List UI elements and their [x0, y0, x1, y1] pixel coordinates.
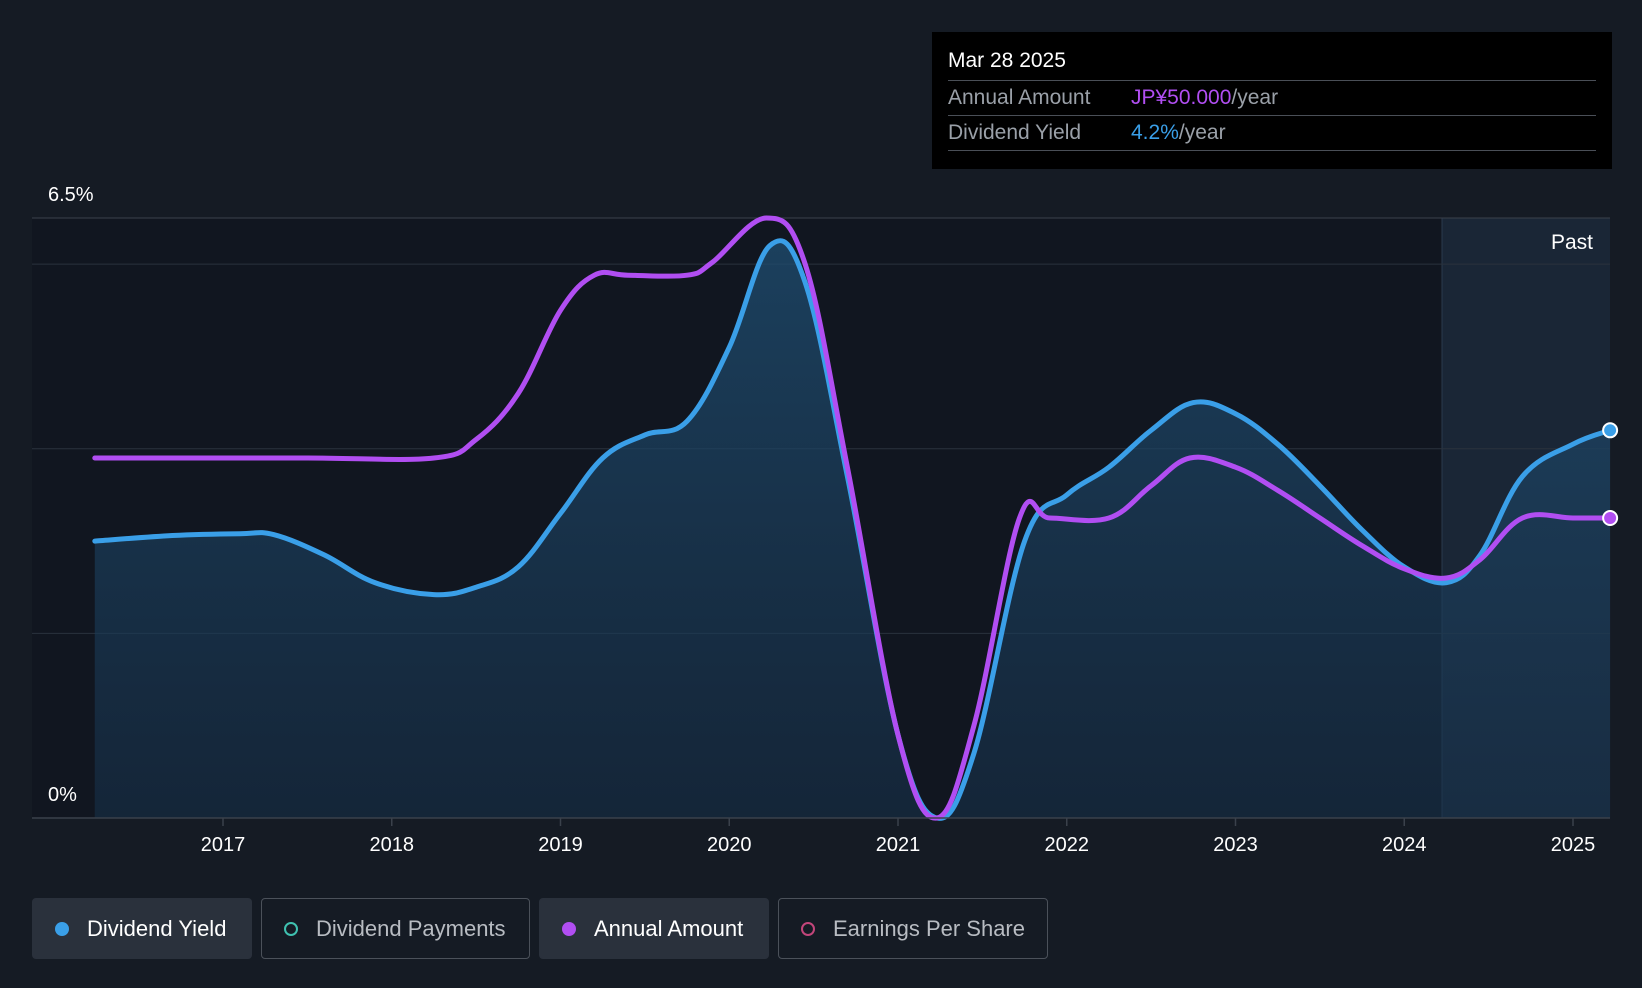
dividend-yield-end-point [1602, 422, 1619, 439]
legend-earnings-per-share[interactable]: Earnings Per Share [778, 898, 1048, 959]
x-tick-label: 2022 [1045, 834, 1090, 856]
dividend-chart: 6.5% 0% Past 2017 2018 2019 2020 2021 2022 202… [32, 184, 1619, 856]
y-axis-max-label: 6.5% [48, 184, 94, 206]
legend-dot-icon [55, 921, 69, 936]
annual-amount-end-point [1602, 510, 1619, 526]
x-tick-label: 2024 [1382, 834, 1427, 856]
dividend-yield-area [94, 240, 1611, 819]
tooltip-row-annual-amount: Annual Amount JP¥50.000 /year [948, 81, 1596, 116]
x-tick-label: 2025 [1551, 834, 1596, 856]
y-axis-min-label: 0% [48, 784, 77, 806]
legend-label: Earnings Per Share [833, 915, 1025, 941]
x-tick-label: 2023 [1213, 834, 1258, 856]
legend-ring-icon [284, 921, 298, 936]
legend-label: Annual Amount [594, 915, 744, 941]
legend: Dividend Yield Dividend Payments Annual … [32, 898, 1048, 959]
tooltip-unit: /year [1178, 121, 1226, 144]
tooltip-key: Dividend Yield [948, 121, 1082, 144]
tooltip: Mar 28 2025 Annual Amount JP¥50.000 /yea… [932, 32, 1612, 169]
x-tick-label: 2018 [370, 834, 415, 856]
tooltip-row-dividend-yield: Dividend Yield 4.2% /year [948, 116, 1596, 151]
tooltip-key: Annual Amount [948, 86, 1091, 109]
legend-ring-icon [801, 921, 815, 936]
x-tick-label: 2020 [707, 834, 752, 856]
past-label: Past [1551, 231, 1593, 254]
x-tick-label: 2021 [876, 834, 921, 856]
tooltip-dividend-yield-value: 4.2% [1131, 121, 1179, 144]
x-tick-label: 2019 [538, 834, 583, 856]
x-axis-ticks: 2017 2018 2019 2020 2021 2022 2023 2024 2025 [201, 818, 1596, 856]
annual-amount-line [92, 215, 1613, 821]
legend-dividend-payments[interactable]: Dividend Payments [261, 898, 530, 959]
legend-label: Dividend Payments [316, 915, 506, 941]
legend-dividend-yield[interactable]: Dividend Yield [32, 898, 252, 959]
legend-annual-amount[interactable]: Annual Amount [539, 898, 769, 959]
tooltip-unit: /year [1231, 86, 1279, 109]
legend-label: Dividend Yield [87, 915, 227, 941]
legend-dot-icon [562, 921, 576, 936]
tooltip-date: Mar 28 2025 [948, 46, 1596, 81]
x-tick-label: 2017 [201, 834, 246, 856]
tooltip-annual-amount-value: JP¥50.000 [1131, 86, 1232, 109]
